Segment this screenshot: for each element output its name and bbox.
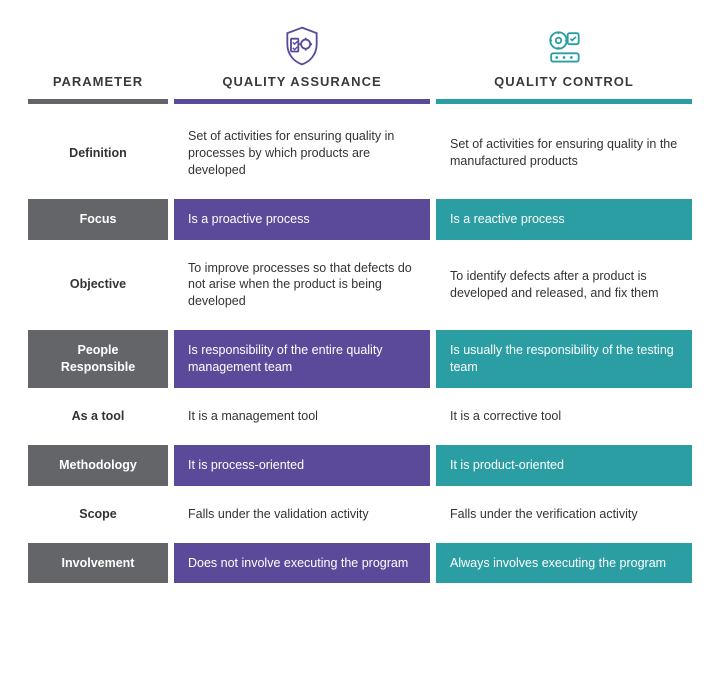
qc-cell: Is a reactive process	[436, 199, 692, 240]
table-row: ObjectiveTo improve processes so that de…	[28, 248, 692, 323]
qa-cell: To improve processes so that defects do …	[174, 248, 430, 323]
qc-cell: To identify defects after a product is d…	[436, 248, 692, 323]
qa-cell: Is responsibility of the entire quality …	[174, 330, 430, 388]
qa-cell: Does not involve executing the program	[174, 543, 430, 584]
qc-cell: Set of activities for ensuring quality i…	[436, 116, 692, 191]
table-row: FocusIs a proactive processIs a reactive…	[28, 199, 692, 240]
table-row: People ResponsibleIs responsibility of t…	[28, 330, 692, 388]
parameter-cell: As a tool	[28, 396, 168, 437]
qc-icon	[436, 24, 692, 68]
qc-cell: It is a corrective tool	[436, 396, 692, 437]
qc-cell: Always involves executing the program	[436, 543, 692, 584]
underline-qa	[174, 99, 430, 104]
header-parameter: PARAMETER	[28, 74, 168, 97]
underline-qc	[436, 99, 692, 104]
header-qa: QUALITY ASSURANCE	[174, 74, 430, 97]
qc-cell: Falls under the verification activity	[436, 494, 692, 535]
header-underline	[28, 99, 692, 104]
qa-cell: Set of activities for ensuring quality i…	[174, 116, 430, 191]
parameter-cell: Involvement	[28, 543, 168, 584]
comparison-table-body: DefinitionSet of activities for ensuring…	[28, 116, 692, 583]
qa-cell: It is process-oriented	[174, 445, 430, 486]
parameter-cell: People Responsible	[28, 330, 168, 388]
qa-cell: It is a management tool	[174, 396, 430, 437]
header-row: PARAMETER QUALITY ASSURANCE QUALITY CONT…	[28, 74, 692, 97]
parameter-cell: Objective	[28, 248, 168, 323]
parameter-cell: Methodology	[28, 445, 168, 486]
table-row: ScopeFalls under the validation activity…	[28, 494, 692, 535]
table-row: As a toolIt is a management toolIt is a …	[28, 396, 692, 437]
table-row: MethodologyIt is process-orientedIt is p…	[28, 445, 692, 486]
underline-parameter	[28, 99, 168, 104]
qa-cell: Falls under the validation activity	[174, 494, 430, 535]
table-row: InvolvementDoes not involve executing th…	[28, 543, 692, 584]
qc-cell: It is product-oriented	[436, 445, 692, 486]
parameter-cell: Scope	[28, 494, 168, 535]
header-qc: QUALITY CONTROL	[436, 74, 692, 97]
qa-icon	[174, 24, 430, 68]
parameter-cell: Focus	[28, 199, 168, 240]
qc-cell: Is usually the responsibility of the tes…	[436, 330, 692, 388]
parameter-cell: Definition	[28, 116, 168, 191]
table-row: DefinitionSet of activities for ensuring…	[28, 116, 692, 191]
qa-cell: Is a proactive process	[174, 199, 430, 240]
icon-row	[28, 24, 692, 68]
